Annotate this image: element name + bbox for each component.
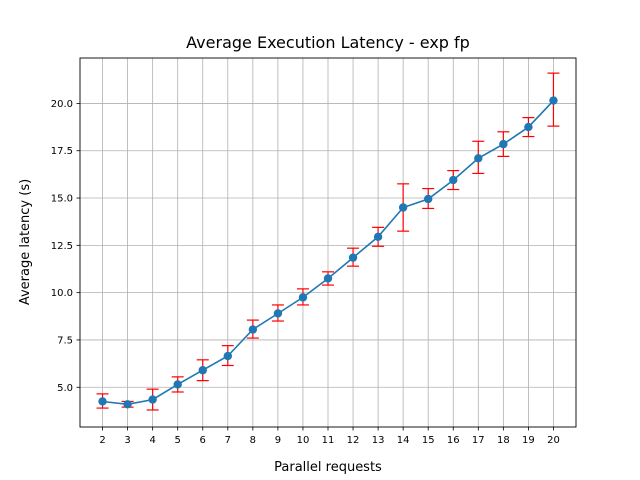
x-tick-label: 12: [347, 435, 360, 446]
x-tick-label: 13: [372, 435, 385, 446]
data-point: [398, 203, 408, 212]
x-tick-label: 8: [250, 435, 256, 446]
data-point: [298, 293, 308, 302]
data-point: [373, 232, 383, 242]
data-point: [524, 122, 533, 132]
y-tick-label: 17.5: [51, 146, 73, 157]
x-tick-label: 14: [397, 435, 410, 446]
x-tick-label: 17: [472, 435, 485, 446]
data-point: [549, 96, 558, 105]
data-point: [98, 397, 107, 406]
x-tick-label: 2: [99, 435, 105, 446]
data-point: [449, 175, 458, 185]
x-axis-ticks: 2 3 4 5 6 7 8 9 10 11 12 13 14 15 16 17 18 19 20: [99, 427, 560, 446]
data-point: [173, 380, 182, 389]
chart-title: Average Execution Latency - exp fp: [186, 33, 470, 52]
data-point: [348, 253, 358, 262]
x-tick-label: 7: [225, 435, 231, 446]
x-tick-label: 9: [275, 435, 281, 446]
x-tick-label: 6: [200, 435, 206, 446]
data-point: [148, 395, 157, 404]
y-tick-label: 10.0: [51, 288, 73, 299]
data-point: [123, 400, 132, 409]
data-point: [223, 351, 232, 361]
data-point: [323, 274, 333, 283]
data-point: [424, 194, 433, 204]
x-tick-label: 11: [322, 435, 335, 446]
x-tick-label: 18: [497, 435, 510, 446]
x-tick-label: 19: [522, 435, 535, 446]
data-markers: [98, 96, 558, 409]
y-tick-label: 7.5: [57, 335, 73, 346]
x-axis-label: Parallel requests: [274, 460, 382, 475]
y-tick-label: 15.0: [51, 194, 73, 205]
data-point: [248, 325, 258, 334]
x-tick-label: 16: [447, 435, 460, 446]
x-tick-label: 20: [547, 435, 560, 446]
data-point: [474, 154, 483, 163]
data-point: [499, 139, 508, 149]
grid-lines: [80, 58, 576, 427]
y-tick-label: 5.0: [57, 383, 73, 394]
y-axis-label: Average latency (s): [18, 179, 33, 305]
x-tick-label: 3: [124, 435, 130, 446]
y-tick-label: 12.5: [51, 241, 73, 252]
data-point: [198, 366, 207, 375]
y-tick-label: 20.0: [51, 99, 73, 110]
y-axis-ticks: 5.0 7.5 10.0 12.5 15.0 17.5 20.0: [51, 99, 80, 394]
x-tick-label: 15: [422, 435, 435, 446]
x-tick-label: 10: [297, 435, 310, 446]
x-tick-label: 5: [175, 435, 181, 446]
data-point: [273, 309, 283, 318]
x-tick-label: 4: [149, 435, 155, 446]
